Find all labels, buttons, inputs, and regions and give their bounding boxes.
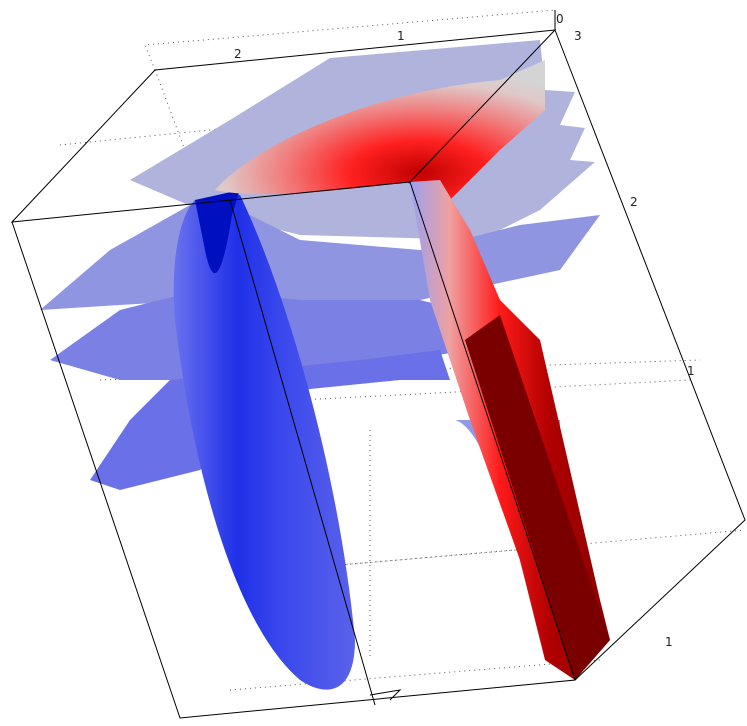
tick-label: 2 (630, 195, 638, 209)
plot-3d: 2 1 0 3 2 1 1 (0, 0, 747, 726)
tick-label: 2 (234, 47, 242, 61)
tick-label: 1 (665, 635, 673, 649)
tick-label: 1 (397, 29, 405, 43)
tick-label: 0 (556, 12, 564, 26)
surfaces (40, 40, 610, 690)
tick-label: 3 (574, 29, 582, 43)
tick-label: 1 (687, 364, 695, 378)
